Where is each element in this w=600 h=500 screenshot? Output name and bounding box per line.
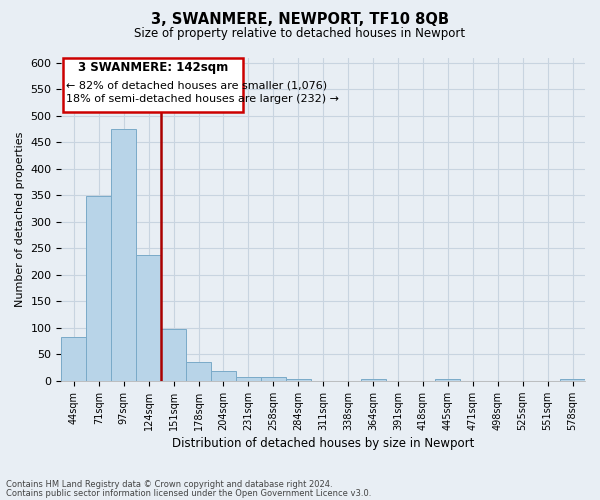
Bar [211,372,236,381]
Bar [61,337,86,381]
Bar [236,376,261,381]
Bar [136,255,161,381]
Text: ← 82% of detached houses are smaller (1,076): ← 82% of detached houses are smaller (1,… [67,81,328,91]
Bar [361,378,386,381]
Bar [286,378,311,381]
Bar [86,196,111,381]
Text: Contains HM Land Registry data © Crown copyright and database right 2024.: Contains HM Land Registry data © Crown c… [6,480,332,489]
Bar [436,378,460,381]
Bar [261,376,286,381]
Text: Size of property relative to detached houses in Newport: Size of property relative to detached ho… [134,28,466,40]
Y-axis label: Number of detached properties: Number of detached properties [15,132,25,307]
Bar [560,378,585,381]
Text: Contains public sector information licensed under the Open Government Licence v3: Contains public sector information licen… [6,488,371,498]
X-axis label: Distribution of detached houses by size in Newport: Distribution of detached houses by size … [172,437,475,450]
Text: 3 SWANMERE: 142sqm: 3 SWANMERE: 142sqm [78,60,228,74]
Bar [111,128,136,381]
FancyBboxPatch shape [62,58,244,112]
Text: 18% of semi-detached houses are larger (232) →: 18% of semi-detached houses are larger (… [67,94,340,104]
Bar [161,330,186,381]
Bar [186,362,211,381]
Text: 3, SWANMERE, NEWPORT, TF10 8QB: 3, SWANMERE, NEWPORT, TF10 8QB [151,12,449,28]
